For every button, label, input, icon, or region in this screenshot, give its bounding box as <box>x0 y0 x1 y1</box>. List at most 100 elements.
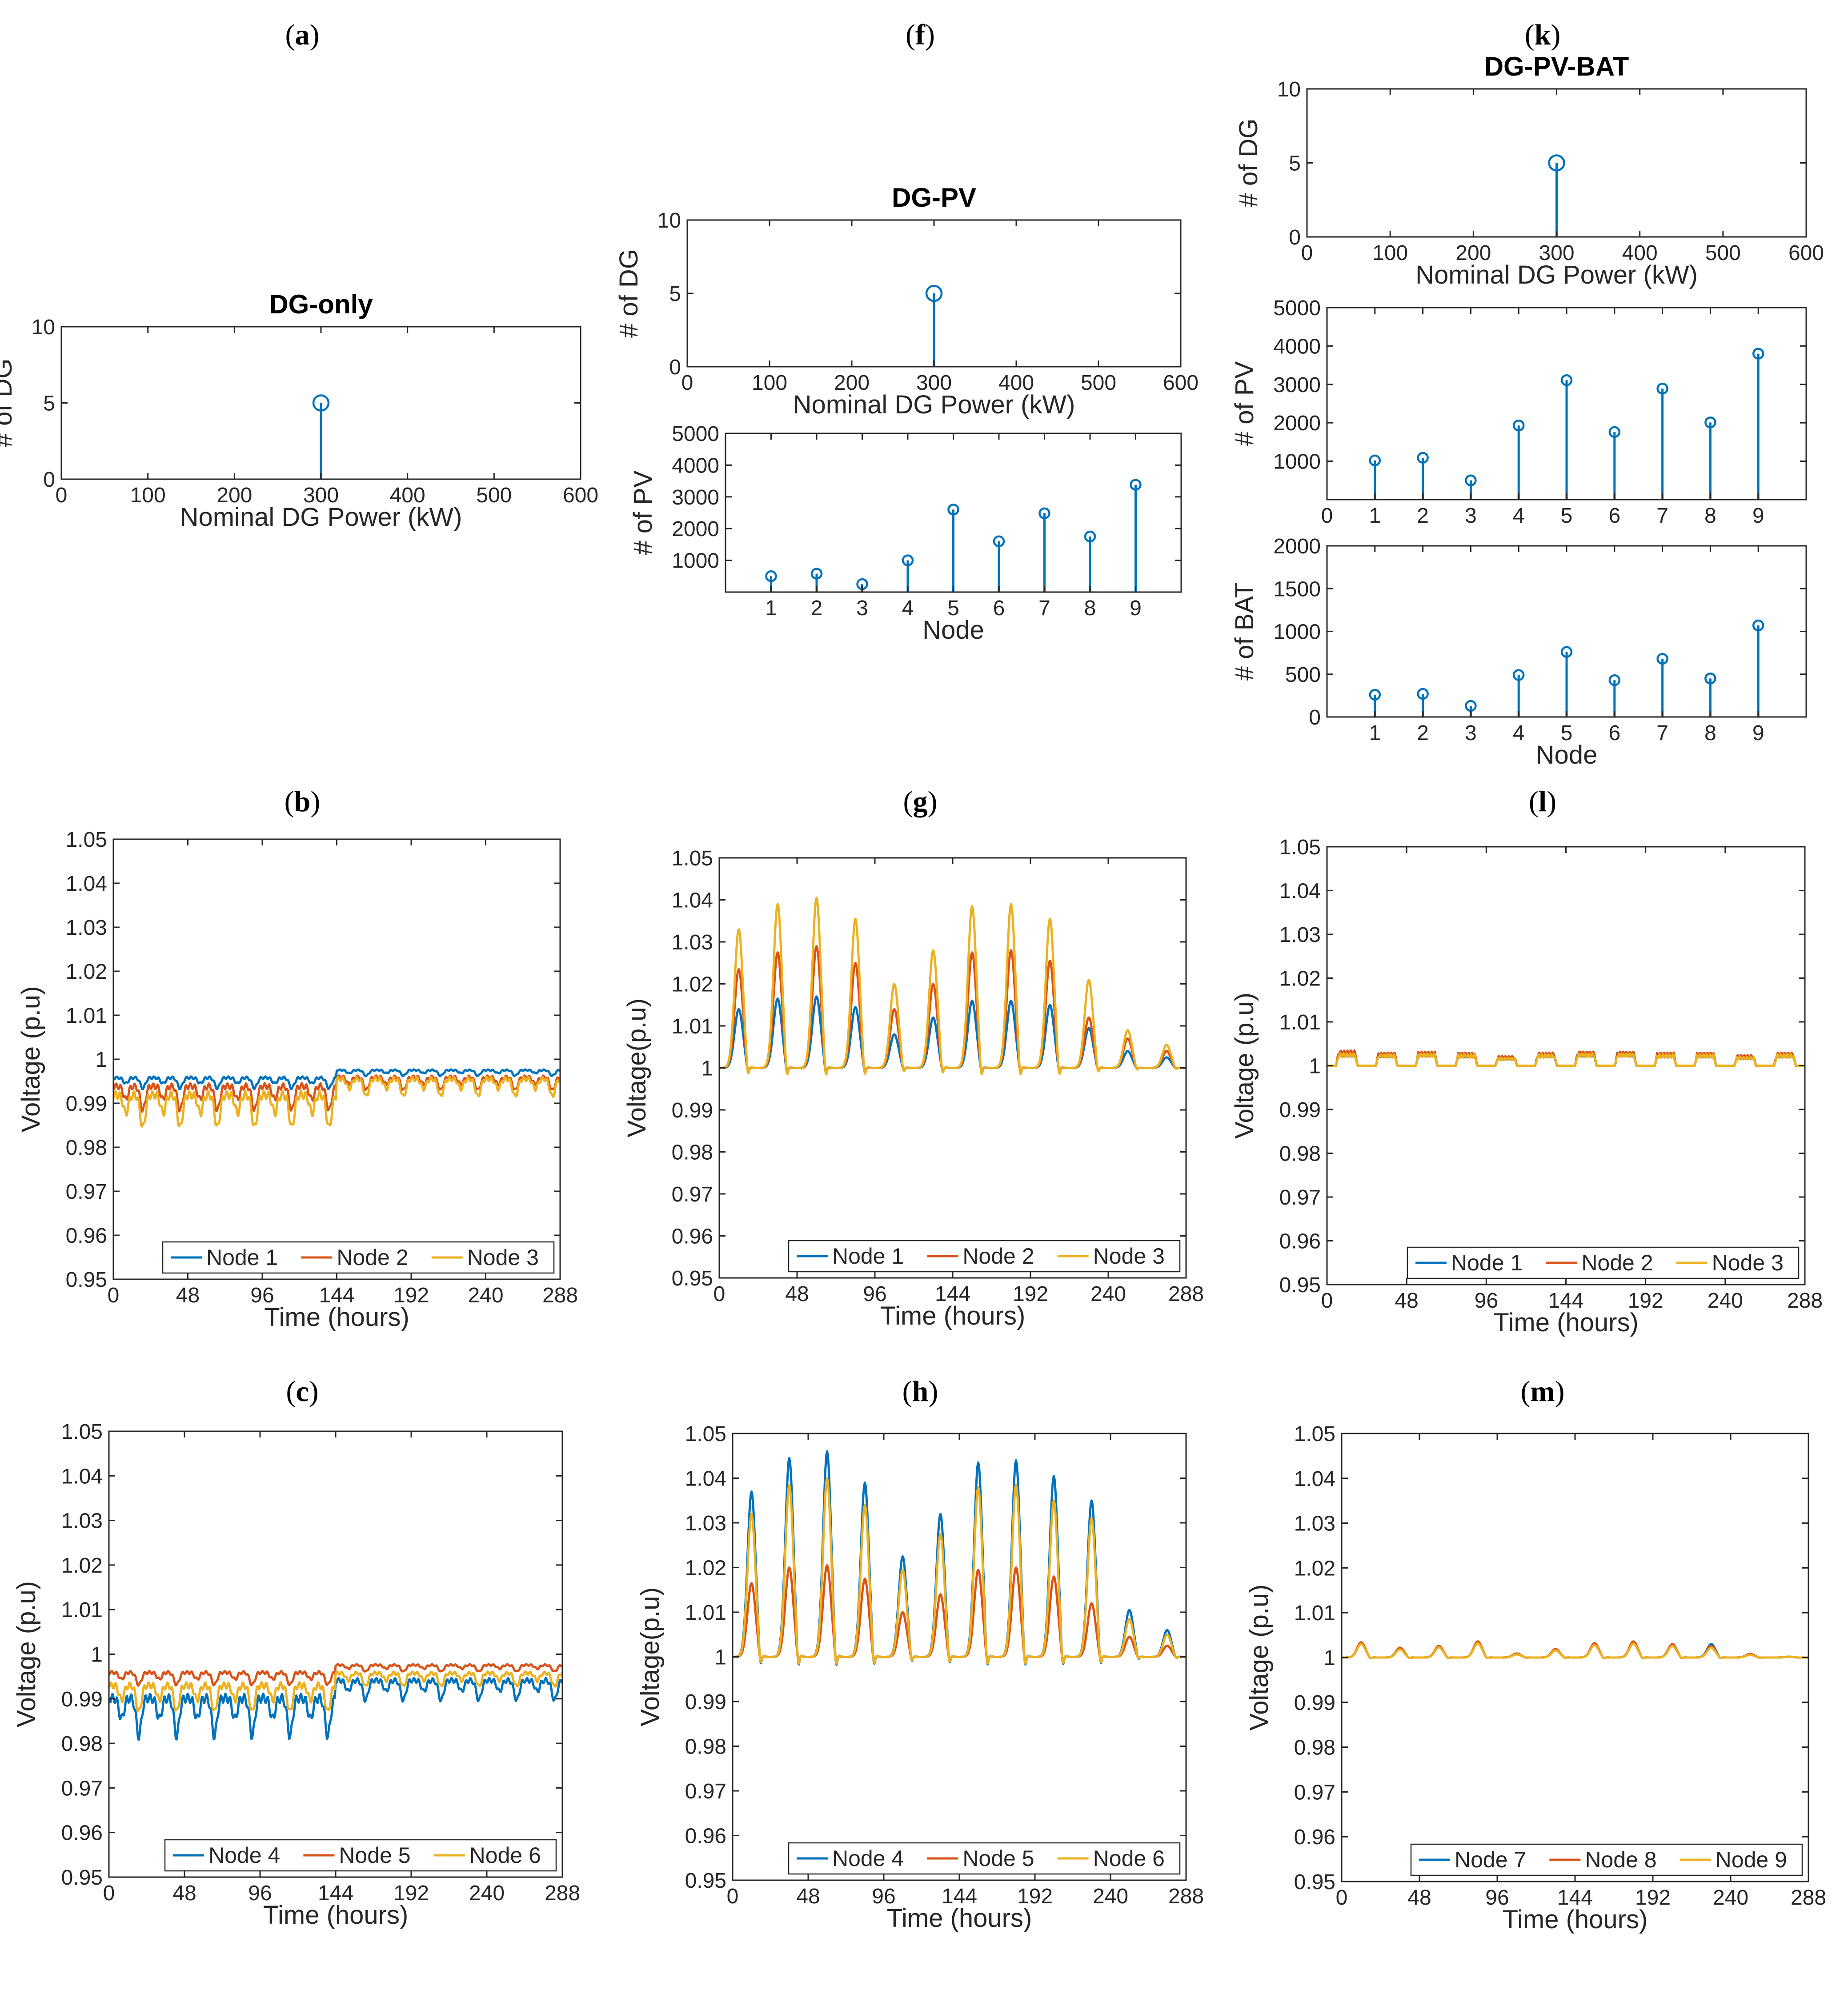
x-tick-label-h-5: 240 <box>1093 1885 1128 1908</box>
y-tick-label-l-5: 1 <box>1309 1055 1321 1078</box>
panel-label-f1: (f) <box>906 19 935 51</box>
y-tick-label-h-5: 1 <box>714 1646 726 1670</box>
x-axis-label-h: Time (hours) <box>887 1904 1032 1933</box>
chart-title-a: DG-only <box>269 289 373 319</box>
y-tick-label-k1-2: 10 <box>1277 78 1301 101</box>
chart-title-k1: DG-PV-BAT <box>1484 52 1629 81</box>
x-tick-label-h-6: 288 <box>1168 1885 1204 1908</box>
legend-label-l-3: Node 3 <box>1712 1250 1784 1275</box>
y-tick-label-l-1: 0.96 <box>1279 1230 1321 1253</box>
x-tick-label-b-0: 0 <box>108 1284 120 1307</box>
y-tick-label-k2-1: 2000 <box>1273 412 1321 435</box>
y-tick-label-k2-4: 5000 <box>1273 296 1321 320</box>
y-tick-label-k3-0: 0 <box>1309 706 1321 729</box>
stem-marker-a-1 <box>312 394 330 412</box>
series-group-g <box>719 897 1186 1076</box>
stem-marker-f2-1 <box>765 570 777 582</box>
x-tick-label-f2-4: 5 <box>947 597 959 620</box>
stem-marker-k1-1 <box>1548 154 1565 172</box>
stem-marker-f2-8 <box>1084 530 1096 543</box>
y-tick-label-m-8: 1.03 <box>1294 1512 1335 1536</box>
x-tick-label-l-1: 48 <box>1395 1289 1418 1313</box>
x-tick-label-g-4: 192 <box>1013 1282 1048 1306</box>
series-line-l-3 <box>1327 1052 1805 1067</box>
x-axis-label-f2: Node <box>922 616 984 645</box>
chart-h: (h) 0 48 96 144 192 240 288 0.95 0.96 0.97 0.98 0.99… <box>636 1375 1204 1933</box>
x-tick-label-f1-3: 300 <box>916 371 952 395</box>
stem-marker-f2-7 <box>1038 507 1050 520</box>
y-tick-label-g-5: 1 <box>701 1057 713 1081</box>
panel-label-a: (a) <box>285 19 320 51</box>
stem-marker-k2-3 <box>1465 474 1477 487</box>
y-tick-label-b-6: 1.01 <box>66 1004 107 1028</box>
y-tick-label-l-10: 1.05 <box>1279 836 1321 859</box>
stem-marker-k3-6 <box>1608 674 1621 686</box>
y-tick-label-h-2: 0.97 <box>685 1780 726 1803</box>
panel-letter-l: l <box>1539 785 1547 818</box>
y-tick-label-f2-3: 4000 <box>672 454 719 477</box>
y-axis-label-c: Voltage (p.u) <box>12 1581 41 1727</box>
stem-marker-k2-9 <box>1752 348 1764 360</box>
x-tick-label-f2-3: 4 <box>902 597 914 620</box>
x-tick-label-b-6: 288 <box>542 1284 578 1307</box>
x-tick-label-a-6: 600 <box>563 484 598 507</box>
y-tick-label-a-0: 0 <box>43 468 55 492</box>
x-tick-label-c-2: 96 <box>248 1882 272 1905</box>
x-tick-label-f2-0: 1 <box>765 597 777 620</box>
x-axis-label-g: Time (hours) <box>880 1301 1026 1330</box>
x-tick-label-m-4: 192 <box>1635 1886 1671 1910</box>
series-group-m <box>1342 1640 1808 1659</box>
y-tick-label-k2-0: 1000 <box>1273 450 1321 474</box>
y-tick-label-c-7: 1.02 <box>61 1554 103 1578</box>
y-tick-label-g-8: 1.03 <box>672 931 713 954</box>
chart-a: (a) DG-only 0 100 200 300 400 500 600 0 5 10 Nominal… <box>0 19 598 532</box>
y-tick-label-c-10: 1.05 <box>61 1420 103 1444</box>
panel-label-k1: (k) <box>1525 19 1561 51</box>
stem-marker-f2-4 <box>902 554 914 566</box>
stem-marker-k2-2 <box>1417 452 1429 464</box>
legend-label-b-1: Node 1 <box>206 1245 278 1270</box>
y-tick-label-b-8: 1.03 <box>66 916 107 940</box>
y-tick-label-l-8: 1.03 <box>1279 923 1321 947</box>
y-tick-label-b-10: 1.05 <box>66 828 107 852</box>
chart-k2: 0 1 2 3 4 5 6 7 8 9 1000 2000 3000 4000 5000 # of PV <box>1230 296 1807 528</box>
x-tick-label-k2-6: 6 <box>1608 504 1620 528</box>
x-tick-label-b-5: 240 <box>468 1284 503 1307</box>
y-axis-label-k1: # of DG <box>1234 119 1263 208</box>
x-tick-label-k2-5: 5 <box>1561 504 1573 528</box>
x-axis-label-b: Time (hours) <box>264 1303 409 1332</box>
chart-k1: (k)DG-PV-BAT 0 100 200 300 400 500 600 0 5 10 Nomin… <box>1234 19 1824 289</box>
y-tick-label-b-1: 0.96 <box>66 1224 107 1248</box>
y-tick-label-k3-4: 2000 <box>1273 535 1321 558</box>
x-tick-label-b-2: 96 <box>250 1284 274 1307</box>
y-tick-label-f2-1: 2000 <box>672 517 719 541</box>
stem-marker-f2-6 <box>993 535 1005 548</box>
axes-box-b <box>112 838 561 1280</box>
series-line-h-3 <box>733 1477 1186 1665</box>
stem-marker-k3-1 <box>1369 689 1381 701</box>
series-line-c-3 <box>109 1670 562 1712</box>
y-tick-label-l-7: 1.02 <box>1279 967 1321 991</box>
y-tick-label-g-10: 1.05 <box>672 847 713 870</box>
x-tick-label-m-6: 288 <box>1791 1886 1826 1910</box>
x-tick-label-k3-3: 4 <box>1513 721 1525 745</box>
stem-marker-k3-5 <box>1560 646 1573 658</box>
x-tick-label-l-4: 192 <box>1628 1289 1664 1313</box>
series-line-l-1 <box>1327 1051 1805 1067</box>
legend-label-h-3: Node 6 <box>1093 1846 1165 1871</box>
y-tick-label-l-6: 1.01 <box>1279 1011 1321 1034</box>
y-tick-label-k3-1: 500 <box>1285 663 1321 687</box>
chart-c: (c) 0 48 96 144 192 240 288 0.95 0.96 0.97 0.98 0.99… <box>12 1375 580 1930</box>
panel-letter-b: b <box>294 785 311 818</box>
y-tick-label-g-9: 1.04 <box>672 889 713 913</box>
y-tick-label-b-4: 0.99 <box>66 1092 107 1116</box>
x-tick-label-h-2: 96 <box>872 1885 895 1908</box>
chart-l: (l) 0 48 96 144 192 240 288 0.95 0.96 0.97 0.98 0.99… <box>1230 785 1823 1337</box>
legend-label-l-1: Node 1 <box>1451 1250 1523 1275</box>
panel-label-h: (h) <box>902 1375 938 1408</box>
stem-marker-k2-8 <box>1704 416 1716 428</box>
x-tick-label-k1-4: 400 <box>1622 241 1658 265</box>
y-tick-label-h-0: 0.95 <box>685 1869 726 1893</box>
series-group-c <box>109 1663 562 1741</box>
y-tick-label-c-6: 1.01 <box>61 1598 103 1622</box>
